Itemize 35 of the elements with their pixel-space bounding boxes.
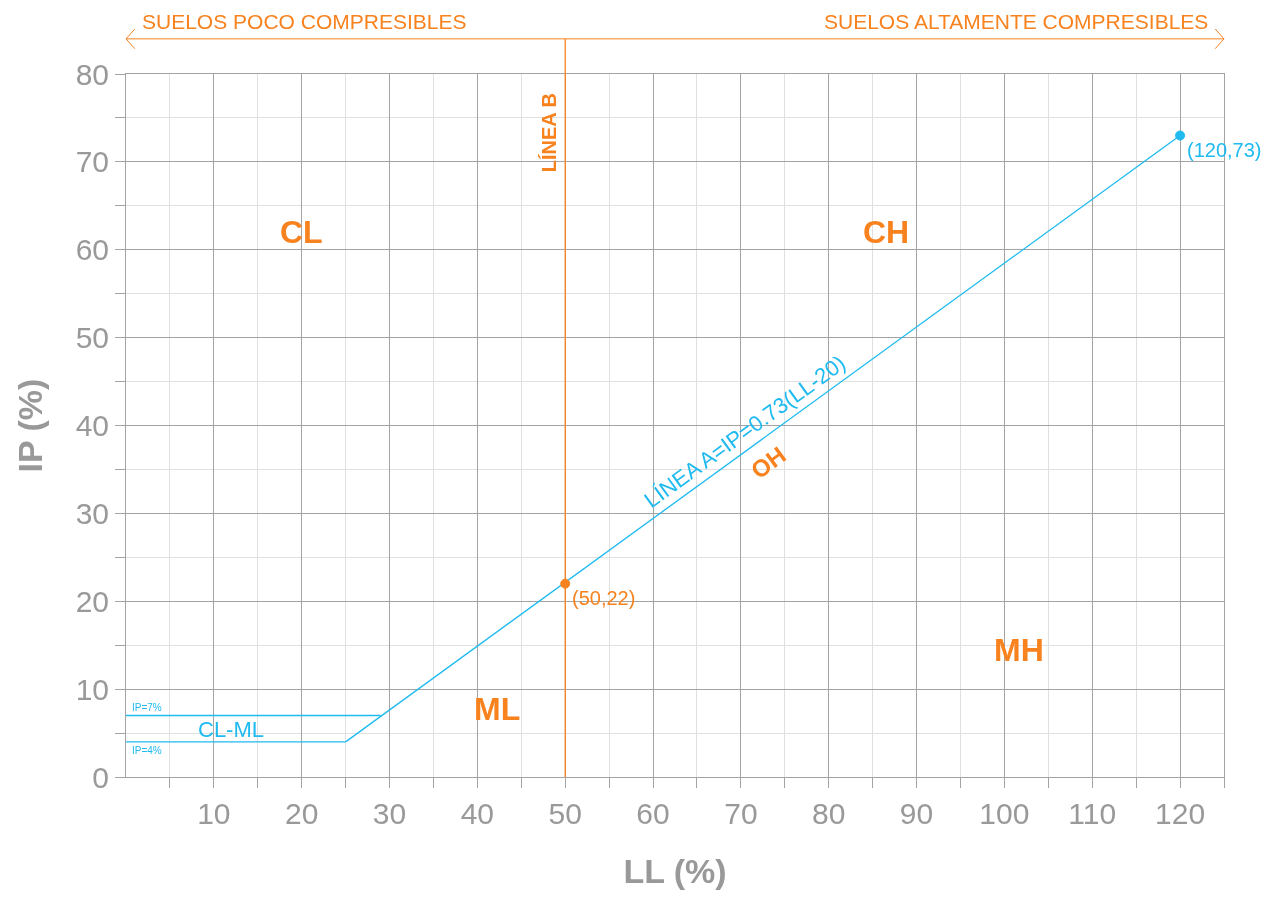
annotation: CL-ML: [198, 717, 265, 742]
y-tick-label: 20: [75, 584, 109, 618]
x-tick-label: 10: [197, 797, 231, 830]
x-tick-label: 80: [812, 797, 846, 830]
series-label: IP=7%: [132, 702, 162, 713]
x-tick-label: 100: [979, 797, 1030, 830]
ref-line-label: LÍNEA B: [538, 93, 561, 173]
x-tick-label: 30: [372, 797, 407, 830]
y-axis-title: IP (%): [11, 378, 50, 473]
x-tick-label: 110: [1068, 797, 1117, 830]
x-tick-label: 90: [899, 797, 934, 830]
x-tick-label: 120: [1155, 797, 1206, 830]
x-tick-label: 50: [548, 797, 582, 830]
y-tick-label: 30: [75, 496, 109, 530]
y-tick-label: 10: [75, 672, 109, 706]
annotation: (120,73): [1187, 139, 1262, 161]
y-tick-label: 70: [75, 145, 109, 179]
x-tick-label: 20: [284, 797, 319, 830]
annotation: MH: [994, 632, 1044, 668]
y-tick-label: 40: [75, 409, 109, 442]
y-tick-label: 60: [75, 233, 109, 267]
y-tick-label: 50: [75, 321, 109, 355]
x-tick-label: 70: [724, 797, 758, 830]
series-label: IP=4%: [132, 745, 162, 756]
y-tick-label: 0: [92, 760, 109, 794]
x-tick-label: 60: [636, 797, 670, 830]
annotation: (50,22): [572, 587, 636, 609]
text: SUELOS ALTAMENTE COMPRESIBLES: [824, 10, 1209, 33]
y-tick-label: 80: [75, 57, 109, 91]
x-tick-label: 40: [460, 797, 495, 830]
annotation: CH: [863, 214, 910, 250]
text: SUELOS POCO COMPRESIBLES: [142, 10, 467, 33]
annotation: ML: [474, 691, 521, 727]
x-axis-title: LL (%): [623, 852, 727, 891]
annotation: CL: [280, 214, 323, 250]
